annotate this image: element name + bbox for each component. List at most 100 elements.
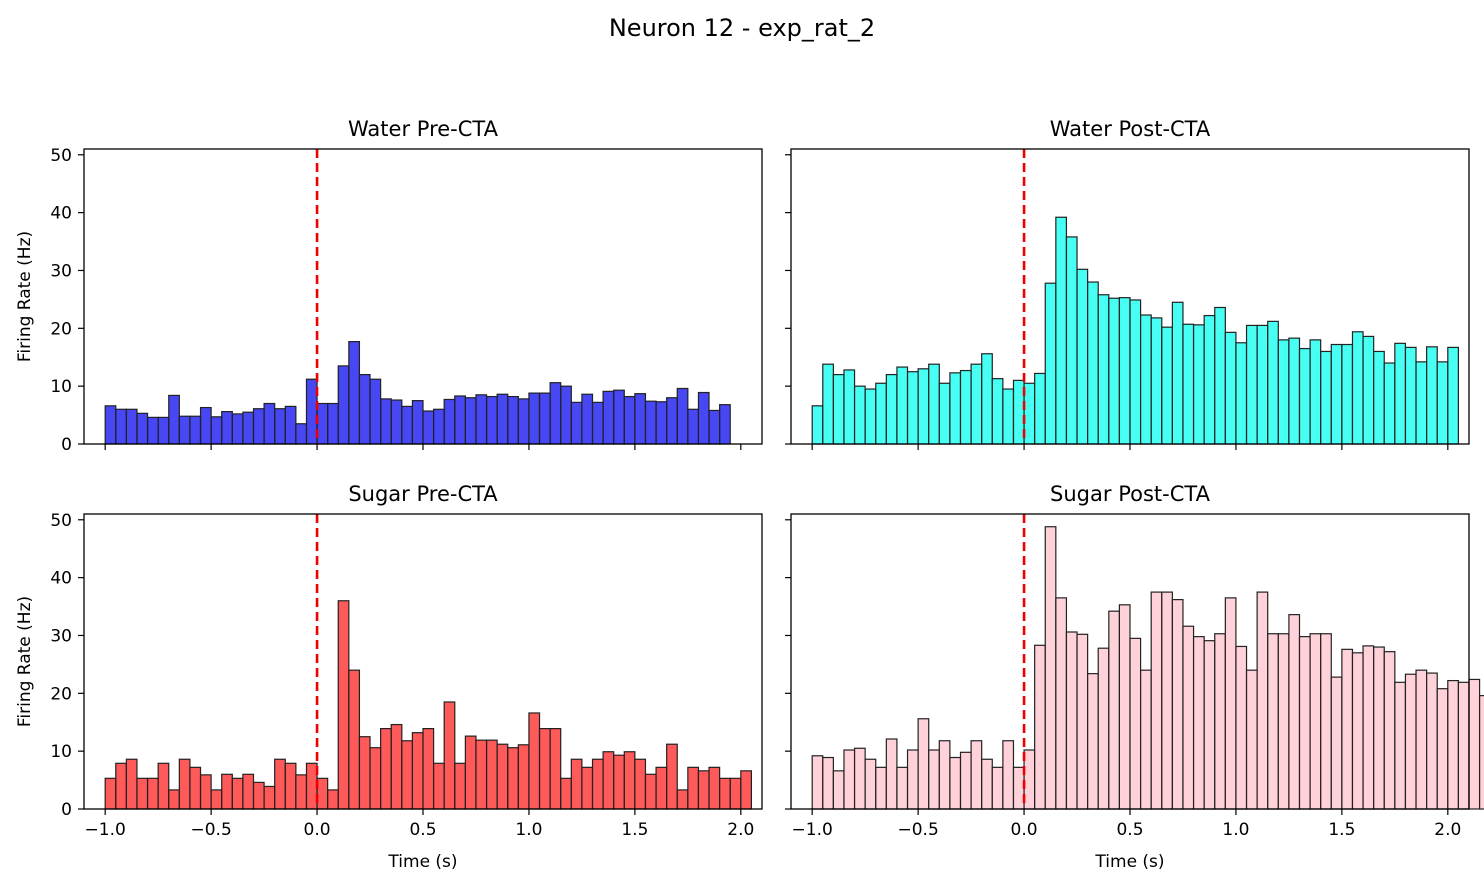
y-tick-label: 0 xyxy=(61,435,72,455)
panel-title: Water Post-CTA xyxy=(1050,117,1211,141)
histogram-bar xyxy=(1267,320,1279,445)
histogram-bar xyxy=(1373,350,1385,445)
histogram-bar xyxy=(687,408,700,445)
histogram-bar xyxy=(231,413,244,445)
histogram-bar xyxy=(634,393,647,445)
histogram-bar xyxy=(1478,695,1484,810)
histogram-bar xyxy=(454,762,466,810)
histogram-bar xyxy=(115,762,127,810)
histogram-bar xyxy=(496,743,509,810)
histogram-bar xyxy=(316,402,329,445)
histogram-bar xyxy=(136,412,149,445)
histogram-bar xyxy=(676,789,689,810)
histogram-bar xyxy=(832,770,845,810)
histogram-bar xyxy=(1087,673,1099,810)
histogram-bar xyxy=(1277,633,1290,810)
panel-title: Sugar Pre-CTA xyxy=(348,482,498,506)
histogram-bar xyxy=(875,382,887,445)
histogram-bar xyxy=(1023,749,1036,810)
histogram-bar xyxy=(1044,526,1057,810)
histogram-bar xyxy=(1330,676,1343,810)
histogram-bar xyxy=(485,739,498,810)
histogram-bar xyxy=(991,378,1004,445)
histogram-bar xyxy=(1108,297,1121,445)
histogram-bar xyxy=(822,363,834,445)
histogram-bar xyxy=(1161,591,1173,810)
histogram-bar xyxy=(538,392,551,445)
histogram-bar xyxy=(157,762,170,810)
histogram-bar xyxy=(199,774,212,810)
histogram-bar xyxy=(719,404,731,445)
histogram-bar xyxy=(591,758,604,810)
histogram-bar xyxy=(917,368,930,445)
histogram-bar xyxy=(917,718,930,810)
histogram-bar xyxy=(1118,604,1131,810)
histogram-bar xyxy=(242,411,255,445)
histogram-bars xyxy=(104,600,752,810)
histogram-bar xyxy=(1298,347,1311,445)
histogram-bar xyxy=(811,405,824,445)
histogram-bar xyxy=(634,758,647,810)
x-tick-label: 0.0 xyxy=(1011,820,1038,840)
histogram-bar xyxy=(560,385,572,445)
x-axis-label: Time (s) xyxy=(1094,852,1164,872)
panel-1: 0 10 20 30 40 50 Water Pre-CTA Firing Rate (Hz) xyxy=(15,117,763,455)
histogram-bar xyxy=(369,747,382,810)
histogram-bar xyxy=(1383,651,1396,810)
histogram-bar xyxy=(380,727,392,810)
histogram-bar xyxy=(507,395,519,445)
histogram-bar xyxy=(1044,282,1057,445)
histogram-bar xyxy=(1055,216,1068,445)
histogram-bar xyxy=(938,382,951,445)
histogram-bar xyxy=(1023,382,1036,445)
histogram-bar xyxy=(411,400,424,445)
histogram-bar xyxy=(1097,294,1110,445)
histogram-bar xyxy=(1214,306,1226,445)
histogram-bar xyxy=(1150,591,1163,810)
histogram-bar xyxy=(454,395,466,445)
histogram-bar xyxy=(719,777,731,810)
histogram-bar xyxy=(1235,645,1248,810)
histogram-bar xyxy=(613,389,625,445)
histogram-bar xyxy=(906,749,919,810)
histogram-bar xyxy=(729,777,742,810)
histogram-bar xyxy=(517,398,530,445)
histogram-bar xyxy=(811,755,824,810)
histogram-bar xyxy=(221,411,233,445)
x-tick-label: −1.0 xyxy=(792,820,833,840)
histogram-bar xyxy=(168,394,180,445)
histogram-bar xyxy=(885,373,898,445)
x-tick-label: 1.5 xyxy=(1328,820,1355,840)
histogram-bar xyxy=(464,735,477,810)
panel-title: Water Pre-CTA xyxy=(348,117,499,141)
histogram-bar xyxy=(959,369,972,445)
histogram-bar xyxy=(1129,299,1142,445)
histogram-bar xyxy=(1076,268,1089,445)
histogram-bar xyxy=(1224,331,1237,445)
histogram-bar xyxy=(295,774,308,810)
histogram-bar xyxy=(1277,339,1290,445)
histogram-bar xyxy=(1139,314,1152,445)
histogram-bar xyxy=(896,366,909,445)
histogram-bar xyxy=(1171,599,1184,810)
histogram-bar xyxy=(104,405,117,445)
histogram-bar xyxy=(390,399,403,445)
histogram-bar xyxy=(1267,633,1279,810)
histogram-bar xyxy=(1214,633,1226,810)
histogram-bar xyxy=(1320,633,1332,810)
histogram-bar xyxy=(822,756,834,810)
histogram-bar xyxy=(1351,652,1364,810)
histogram-bar xyxy=(284,405,297,445)
histogram-bar xyxy=(252,781,265,810)
histogram-bar xyxy=(581,766,594,810)
histogram-bar xyxy=(178,415,191,445)
histogram-bar xyxy=(146,777,159,810)
histogram-bar xyxy=(1002,388,1015,445)
x-tick-label: 0.5 xyxy=(1116,820,1143,840)
histogram-bar xyxy=(666,397,678,445)
histogram-bar xyxy=(570,401,583,445)
y-tick-label: 30 xyxy=(50,261,72,281)
y-tick-label: 20 xyxy=(50,684,72,704)
histogram-bar xyxy=(157,416,170,445)
histogram-bar xyxy=(644,773,657,810)
